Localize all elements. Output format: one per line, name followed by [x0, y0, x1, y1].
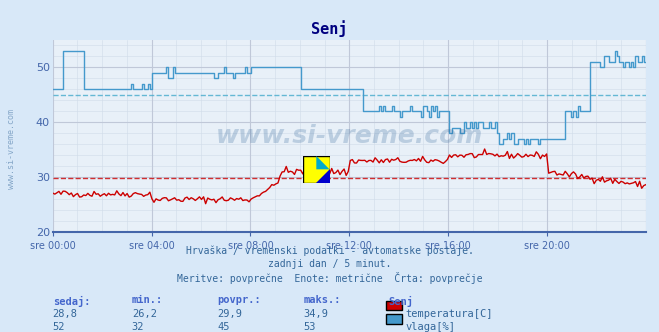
- Polygon shape: [316, 156, 330, 169]
- Text: Hrvaška / vremenski podatki - avtomatske postaje.: Hrvaška / vremenski podatki - avtomatske…: [186, 246, 473, 256]
- Text: www.si-vreme.com: www.si-vreme.com: [215, 124, 483, 148]
- Text: 28,8: 28,8: [53, 309, 78, 319]
- Text: 34,9: 34,9: [303, 309, 328, 319]
- Text: 53: 53: [303, 322, 316, 332]
- Text: www.si-vreme.com: www.si-vreme.com: [7, 110, 16, 189]
- Text: Meritve: povprečne  Enote: metrične  Črta: povprečje: Meritve: povprečne Enote: metrične Črta:…: [177, 272, 482, 284]
- Polygon shape: [316, 169, 330, 183]
- Text: temperatura[C]: temperatura[C]: [405, 309, 493, 319]
- Text: vlaga[%]: vlaga[%]: [405, 322, 455, 332]
- Text: sedaj:: sedaj:: [53, 295, 90, 306]
- Text: 52: 52: [53, 322, 65, 332]
- Text: 26,2: 26,2: [132, 309, 157, 319]
- Text: Senj: Senj: [311, 20, 348, 37]
- Text: maks.:: maks.:: [303, 295, 341, 305]
- Text: min.:: min.:: [132, 295, 163, 305]
- Text: povpr.:: povpr.:: [217, 295, 261, 305]
- Text: 32: 32: [132, 322, 144, 332]
- Text: Senj: Senj: [389, 295, 414, 306]
- Text: zadnji dan / 5 minut.: zadnji dan / 5 minut.: [268, 259, 391, 269]
- FancyBboxPatch shape: [303, 156, 330, 183]
- Text: 29,9: 29,9: [217, 309, 243, 319]
- Text: 45: 45: [217, 322, 230, 332]
